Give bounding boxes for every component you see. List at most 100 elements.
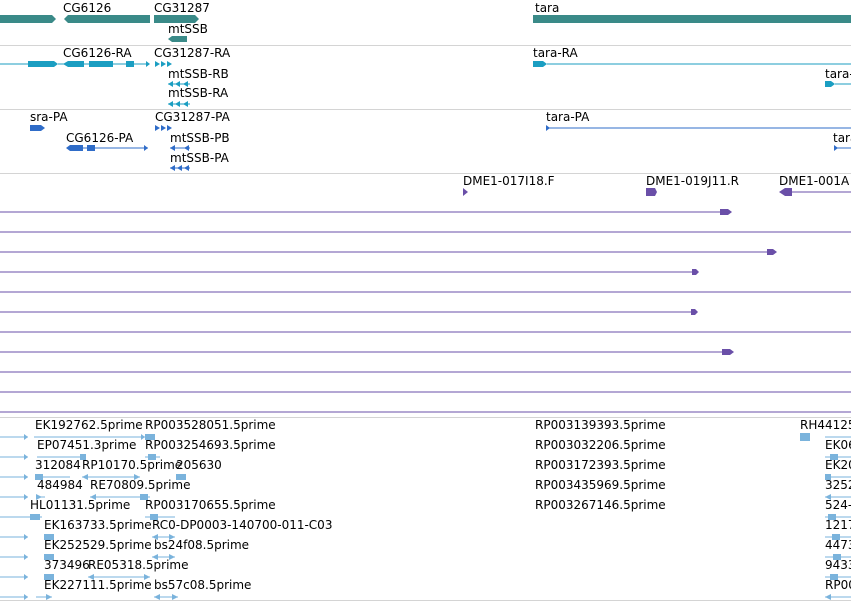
track-separator-proteins: [0, 173, 851, 174]
est-feature[interactable]: [0, 594, 28, 600]
transcript-label: tara-: [825, 67, 851, 81]
est-feature[interactable]: [88, 574, 150, 580]
est-feature[interactable]: [800, 433, 810, 441]
est-feature[interactable]: [82, 474, 140, 480]
protein-feature-tara-pa[interactable]: [546, 125, 851, 131]
protein-track: sra-PA CG6126-PA CG31287-PA mtSSB-PB mtS…: [0, 110, 851, 173]
clone-label: DME1-017I18.F: [463, 174, 555, 188]
est-feature[interactable]: [0, 454, 28, 460]
clone-end-marker[interactable]: [646, 188, 657, 196]
protein-feature-tara[interactable]: [834, 145, 851, 151]
track-separator-transcripts: [0, 109, 851, 110]
gene-glyphs: [0, 15, 851, 42]
gene-label: mtSSB: [168, 22, 208, 36]
gene-feature-cg6126[interactable]: [64, 15, 150, 23]
est-feature[interactable]: [36, 494, 45, 500]
est-feature[interactable]: [34, 434, 145, 440]
est-feature[interactable]: [825, 494, 851, 500]
clone-feature[interactable]: [0, 349, 734, 355]
est-feature[interactable]: [36, 594, 52, 600]
est-feature[interactable]: [825, 474, 851, 480]
est-label: bs24f08.5prime: [154, 538, 250, 552]
transcript-feature[interactable]: [28, 61, 54, 67]
clone-feature[interactable]: [0, 209, 732, 215]
clone-label: DME1-001A: [779, 174, 850, 188]
est-feature[interactable]: [145, 454, 160, 460]
clone-label: DME1-019J11.R: [646, 174, 740, 188]
est-feature[interactable]: [154, 594, 178, 600]
protein-feature-cg31287-pa[interactable]: [155, 125, 172, 131]
gene-feature[interactable]: [0, 15, 56, 23]
transcript-feature-mtssb-ra[interactable]: [168, 101, 190, 107]
gene-feature-tara[interactable]: [533, 15, 851, 23]
est-feature[interactable]: [152, 554, 175, 560]
est-feature[interactable]: [825, 594, 851, 600]
track-separator-clones: [0, 417, 851, 418]
est-label: 484984: [37, 478, 83, 492]
transcript-feature-tara[interactable]: [825, 81, 851, 87]
est-label: RP003139393.5prime: [535, 418, 666, 432]
est-feature[interactable]: [0, 434, 28, 440]
protein-label: sra-PA: [30, 110, 68, 124]
est-feature[interactable]: [145, 514, 175, 520]
est-feature[interactable]: [0, 514, 42, 520]
gene-track: CG6126 CG31287 mtSSB tara: [0, 0, 851, 45]
est-feature[interactable]: [90, 494, 150, 500]
est-feature[interactable]: [44, 534, 54, 540]
protein-feature-mtssb-pa[interactable]: [170, 165, 190, 171]
est-feature[interactable]: [37, 454, 86, 460]
est-label: EK227111.5prime: [44, 578, 152, 592]
est-feature[interactable]: [825, 454, 851, 460]
est-feature[interactable]: [825, 534, 851, 540]
est-feature[interactable]: [44, 554, 54, 560]
est-label: EK252529.5prime: [44, 538, 152, 552]
clone-track: DME1-017I18.F DME1-019J11.R DME1-001A: [0, 174, 851, 417]
est-label: EK20: [825, 458, 851, 472]
est-label: RE05318.5prime: [88, 558, 189, 572]
clone-feature[interactable]: [0, 269, 699, 275]
est-feature[interactable]: [0, 494, 28, 500]
transcript-label: mtSSB-RB: [168, 67, 229, 81]
est-track: EK192762.5prime RP003528051.5prime RP003…: [0, 418, 851, 600]
est-glyphs: [0, 433, 851, 600]
protein-glyphs: [30, 125, 851, 171]
protein-feature-sra-pa[interactable]: [30, 125, 45, 131]
est-feature[interactable]: [0, 474, 28, 480]
transcript-track: CG6126-RA CG31287-RA mtSSB-RB mtSSB-RA t…: [0, 46, 851, 109]
est-feature[interactable]: [825, 514, 851, 520]
est-label: EK163733.5prime: [44, 518, 152, 532]
est-feature[interactable]: [0, 574, 28, 580]
est-label: RP003435969.5prime: [535, 478, 666, 492]
est-feature[interactable]: [44, 574, 54, 580]
est-feature[interactable]: [176, 474, 186, 480]
est-feature[interactable]: [825, 574, 851, 580]
transcript-feature-cg31287-ra[interactable]: [155, 61, 172, 67]
clone-feature[interactable]: [779, 188, 851, 196]
transcript-feature-tara-ra[interactable]: [533, 61, 851, 67]
est-feature[interactable]: [0, 554, 28, 560]
est-label: bs57c08.5prime: [154, 578, 252, 592]
transcript-feature-mtssb-rb[interactable]: [168, 81, 190, 87]
clone-feature[interactable]: [0, 249, 777, 255]
transcript-label: mtSSB-RA: [168, 86, 229, 100]
est-feature[interactable]: [35, 474, 70, 480]
transcript-label: CG6126-RA: [63, 46, 132, 60]
est-label: RC0-DP0003-140700-011-C03: [152, 518, 333, 532]
est-label: RP003172393.5prime: [535, 458, 666, 472]
protein-feature-cg6126-pa[interactable]: [66, 145, 148, 151]
protein-feature-mtssb-pb[interactable]: [170, 145, 190, 151]
est-feature[interactable]: [825, 554, 851, 560]
clone-feature[interactable]: [0, 309, 698, 315]
est-label: RP00: [825, 578, 851, 592]
est-label: EK06: [825, 438, 851, 452]
clone-end-marker[interactable]: [463, 188, 468, 196]
gene-feature-cg31287[interactable]: [154, 15, 199, 23]
gene-feature-mtssb[interactable]: [168, 36, 187, 42]
transcript-glyphs: [0, 61, 851, 107]
transcript-feature-cg6126-ra[interactable]: [63, 61, 84, 67]
est-feature[interactable]: [0, 534, 28, 540]
est-feature[interactable]: [152, 534, 175, 540]
est-label: HL01131.5prime: [30, 498, 131, 512]
est-feature[interactable]: [145, 434, 155, 440]
